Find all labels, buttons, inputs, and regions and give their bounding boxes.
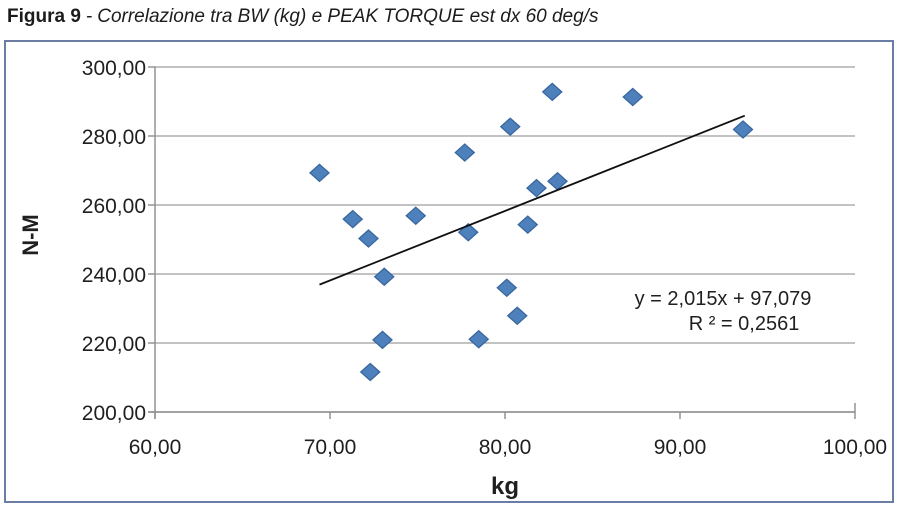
- caption-text: Correlazione tra BW (kg) e PEAK TORQUE e…: [97, 6, 599, 27]
- gridlines-group: [155, 66, 855, 413]
- r-squared-label: R ² = 0,2561: [689, 313, 800, 335]
- data-point: [526, 178, 547, 198]
- data-point: [359, 362, 381, 382]
- data-points-group: [309, 82, 754, 382]
- data-point: [468, 329, 490, 349]
- data-point: [373, 267, 395, 287]
- data-point: [622, 87, 644, 107]
- x-tick-label: 70,00: [304, 436, 357, 459]
- data-point: [541, 82, 563, 102]
- axes-group: [148, 66, 856, 419]
- data-point: [372, 330, 393, 350]
- figure-label: Figura 9: [7, 6, 81, 27]
- data-point: [342, 209, 364, 229]
- data-point: [454, 143, 476, 162]
- y-axis-title: N-M: [18, 214, 43, 256]
- y-tick-label: 200,00: [82, 402, 146, 425]
- y-tick-label: 300,00: [82, 57, 146, 80]
- data-point: [405, 206, 427, 226]
- x-tick-label: 60,00: [129, 436, 182, 459]
- data-point: [358, 229, 379, 248]
- x-tick-label: 100,00: [823, 436, 887, 459]
- annotation-group: y = 2,015x + 97,079 R ² = 0,2561: [635, 288, 812, 335]
- x-tick-label: 90,00: [654, 436, 707, 459]
- y-tick-label: 240,00: [82, 264, 146, 287]
- caption-separator: -: [85, 6, 93, 27]
- x-axis-title: kg: [491, 473, 519, 500]
- y-tick-label: 260,00: [82, 195, 146, 218]
- tick-labels-group: 200,00 220,00 240,00 260,00 280,00 300,00 60,0…: [82, 57, 887, 459]
- data-point: [506, 306, 528, 326]
- scatter-chart: 200,00 220,00 240,00 260,00 280,00 300,00 60,0…: [18, 57, 887, 500]
- figure-caption: Figura 9- Correlazione tra BW (kg) e PEAK…: [7, 6, 887, 28]
- x-tick-label: 80,00: [479, 436, 532, 459]
- data-point: [496, 278, 518, 298]
- data-point: [499, 117, 521, 137]
- chart-panel: 200,00 220,00 240,00 260,00 280,00 300,00 60,0…: [4, 40, 894, 503]
- data-point: [547, 171, 568, 191]
- trendline-equation: y = 2,015x + 97,079: [635, 288, 812, 310]
- trendline: [319, 114, 746, 286]
- data-point: [517, 215, 539, 235]
- y-tick-label: 220,00: [82, 333, 146, 356]
- y-tick-label: 280,00: [82, 126, 146, 149]
- data-point: [732, 120, 754, 139]
- data-point: [309, 163, 330, 183]
